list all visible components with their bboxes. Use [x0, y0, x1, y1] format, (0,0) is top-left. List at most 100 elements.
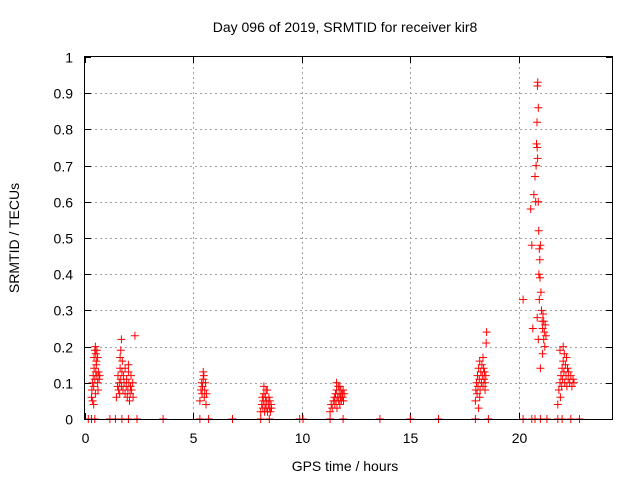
data-point — [556, 346, 564, 355]
data-point — [540, 342, 549, 351]
data-point — [526, 205, 535, 213]
data-point — [482, 339, 491, 347]
data-point — [535, 255, 544, 264]
y-tick-label: 1 — [65, 50, 73, 66]
data-point — [91, 349, 100, 358]
data-point — [262, 386, 271, 394]
data-point — [335, 400, 344, 409]
data-point — [339, 386, 348, 394]
data-point — [479, 382, 487, 391]
data-point — [539, 310, 547, 318]
data-point — [562, 353, 571, 362]
y-tick-label: 0.3 — [54, 303, 74, 319]
data-point — [569, 375, 577, 384]
data-point — [95, 375, 104, 384]
data-point — [267, 404, 276, 413]
data-point — [116, 353, 125, 362]
data-point — [479, 353, 487, 362]
data-point — [533, 143, 542, 152]
data-point — [535, 295, 544, 304]
data-point — [533, 154, 542, 163]
data-point — [326, 407, 335, 416]
grid-lines — [85, 57, 612, 419]
data-point — [537, 306, 546, 315]
data-point — [339, 396, 348, 405]
data-point — [475, 393, 484, 402]
plot-frame — [84, 56, 613, 420]
data-point — [480, 375, 488, 384]
x-tick-label: 15 — [403, 430, 419, 446]
data-point — [93, 378, 102, 387]
data-point — [127, 386, 136, 394]
data-point — [199, 367, 208, 376]
data-point — [266, 407, 275, 416]
data-point — [480, 367, 489, 376]
data-point — [532, 139, 541, 148]
data-point — [92, 346, 101, 355]
data-point — [533, 78, 542, 87]
y-tick-label: 0.2 — [54, 340, 74, 356]
data-point — [93, 353, 102, 362]
data-point — [201, 378, 210, 387]
data-point — [567, 382, 576, 391]
data-point — [88, 396, 97, 405]
data-point — [125, 396, 134, 405]
data-point — [553, 400, 562, 409]
data-point — [538, 349, 547, 358]
data-point — [532, 161, 541, 170]
data-points — [84, 78, 584, 423]
data-point — [535, 244, 544, 253]
y-tick-label: 0.8 — [54, 122, 74, 138]
data-point — [534, 197, 543, 206]
y-tick-label: 0.1 — [54, 376, 74, 392]
y-tick-label: 0.6 — [54, 195, 74, 211]
data-point — [112, 393, 121, 402]
data-point — [556, 393, 565, 402]
data-point — [127, 371, 135, 380]
data-point — [264, 393, 273, 402]
data-point — [477, 360, 486, 369]
data-point — [92, 357, 101, 366]
data-point — [536, 364, 545, 373]
y-tick-label: 0.4 — [54, 267, 74, 283]
data-point — [541, 320, 550, 329]
x-tick-label: 20 — [512, 430, 528, 446]
y-tick-label: 0 — [65, 412, 73, 428]
data-point — [121, 364, 130, 373]
x-tick-label: 10 — [295, 430, 311, 446]
data-point — [481, 378, 490, 387]
data-point — [265, 396, 274, 405]
data-point — [528, 324, 537, 333]
data-point — [540, 328, 549, 337]
data-point — [474, 404, 483, 413]
data-point — [541, 331, 550, 340]
data-point — [527, 241, 536, 250]
data-point — [199, 375, 208, 384]
x-tick-label: 0 — [82, 430, 90, 446]
data-point — [200, 393, 209, 402]
axis-ticks: 00.10.20.30.40.50.60.70.80.910 5 10 15 20 — [54, 50, 612, 446]
data-point — [533, 118, 541, 127]
chart-title: Day 096 of 2019, SRMTID for receiver kir… — [213, 19, 478, 35]
data-point — [200, 386, 209, 394]
data-point — [118, 357, 127, 366]
y-tick-label: 0.5 — [54, 231, 74, 247]
x-axis-label: GPS time / hours — [292, 458, 399, 474]
data-point — [539, 317, 548, 326]
data-point — [534, 103, 543, 112]
data-point — [533, 313, 542, 322]
data-point — [90, 364, 99, 373]
data-point — [536, 288, 545, 297]
data-point — [259, 389, 268, 398]
data-point — [128, 378, 137, 387]
data-point — [479, 364, 488, 373]
data-point — [536, 241, 545, 250]
x-tick-label: 5 — [190, 430, 198, 446]
data-point — [116, 346, 125, 355]
y-tick-label: 0.7 — [54, 159, 74, 175]
data-point — [117, 335, 126, 344]
data-point — [95, 371, 104, 380]
data-point — [536, 273, 544, 282]
data-point — [560, 349, 569, 358]
